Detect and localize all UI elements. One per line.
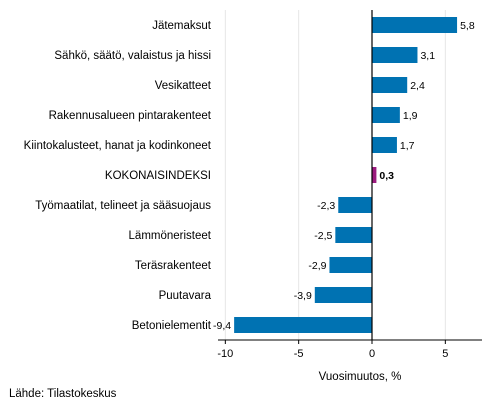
category-labels: Jätemaksut Sähkö, säätö, valaistus ja his…: [24, 20, 212, 332]
category-label: Teräsrakenteet: [135, 260, 212, 272]
x-tick-label: 0: [369, 348, 375, 360]
value-label: 5,8: [460, 20, 475, 32]
category-label: Vesikatteet: [155, 80, 212, 92]
bar: [372, 167, 377, 183]
bars: [234, 17, 458, 333]
source-note: Lähde: Tilastokeskus: [9, 388, 117, 400]
value-label: -2,5: [314, 230, 332, 242]
x-tick-label: -5: [294, 348, 304, 360]
value-label: 3,1: [420, 50, 435, 62]
x-axis: -10 -5 0 5: [217, 10, 482, 360]
category-label: Lämmöneristeet: [129, 230, 212, 242]
category-label: Jätemaksut: [152, 20, 212, 32]
bar: [372, 77, 408, 93]
bar: [372, 107, 400, 123]
category-label: Työmaatilat, telineet ja sääsuojaus: [35, 200, 211, 212]
bar: [338, 197, 372, 213]
bar: [335, 227, 372, 243]
category-label: Rakennusalueen pintarakenteet: [49, 110, 212, 122]
value-label: 0,3: [379, 170, 394, 182]
x-axis-title: Vuosimuutos, %: [319, 371, 402, 383]
value-label: 1,9: [403, 110, 418, 122]
category-label: Kiintokalusteet, hanat ja kodinkoneet: [24, 140, 212, 152]
bar: [234, 317, 372, 333]
value-label: -2,9: [308, 260, 326, 272]
value-label: -2,3: [317, 200, 335, 212]
category-label: Betonielementit: [132, 320, 212, 332]
gridlines: [224, 10, 446, 340]
bar: [372, 17, 458, 33]
bar: [372, 137, 397, 153]
bar: [372, 47, 418, 63]
category-label: Sähkö, säätö, valaistus ja hissi: [54, 50, 211, 62]
x-tick-label: -10: [217, 348, 233, 360]
value-label: -9,4: [213, 320, 231, 332]
category-label: Puutavara: [159, 290, 212, 302]
value-label: -3,9: [294, 290, 312, 302]
value-label: 2,4: [410, 80, 425, 92]
value-labels: 5,8 3,1 2,4 1,9 1,7 0,3 -2,3 -2,5 -2,9 -3,9 -9,4: [213, 20, 475, 332]
x-tick-label: 5: [442, 348, 448, 360]
value-label: 1,7: [400, 140, 415, 152]
bar: [314, 287, 372, 303]
category-label: KOKONAISINDEKSI: [105, 170, 211, 182]
bar: [329, 257, 372, 273]
